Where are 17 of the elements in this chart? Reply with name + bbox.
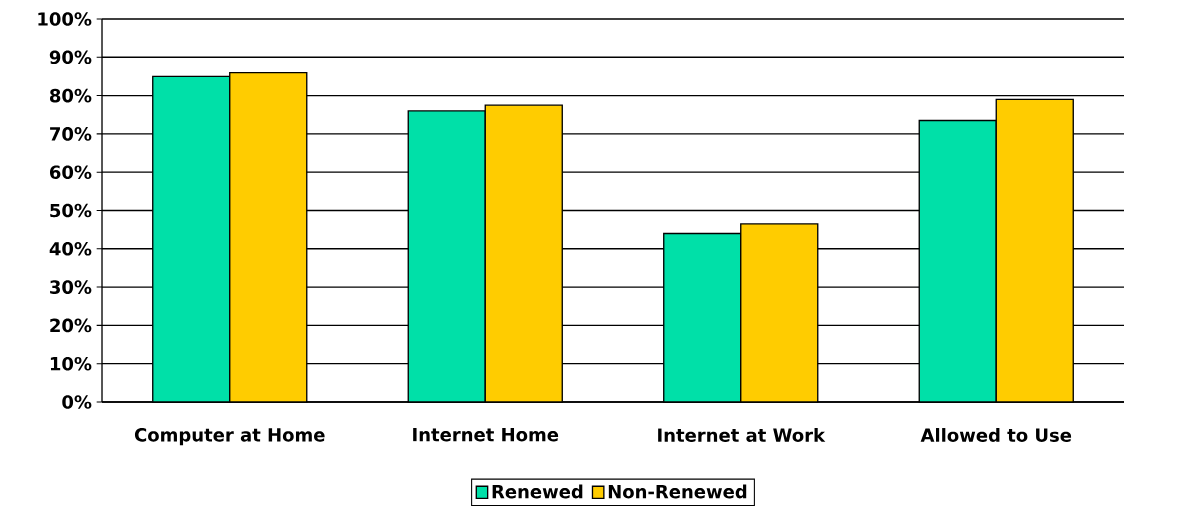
y-tick-label: 70% bbox=[50, 127, 92, 141]
y-tick-label: 30% bbox=[50, 280, 92, 294]
legend-label: Non-Renewed bbox=[608, 484, 747, 499]
y-tick-label: 10% bbox=[50, 356, 92, 371]
y-tick-label: 0% bbox=[62, 395, 92, 409]
x-tick-label: Allowed to Use bbox=[920, 428, 1072, 442]
y-tick-label: 90% bbox=[49, 50, 92, 65]
y-tick-label: 40% bbox=[49, 241, 92, 256]
y-tick-label: 60% bbox=[49, 165, 92, 179]
y-tick-label: 20% bbox=[50, 318, 92, 333]
y-tick-label: 100% bbox=[38, 12, 92, 26]
y-tick-label: 80% bbox=[49, 88, 92, 103]
x-tick-label: Internet Home bbox=[413, 428, 559, 442]
legend-label: Renewed bbox=[492, 484, 583, 499]
y-tick-label: 50% bbox=[50, 203, 92, 218]
x-tick-label: Computer at Home bbox=[134, 428, 325, 446]
x-tick-label: Internet at Work bbox=[658, 428, 826, 442]
